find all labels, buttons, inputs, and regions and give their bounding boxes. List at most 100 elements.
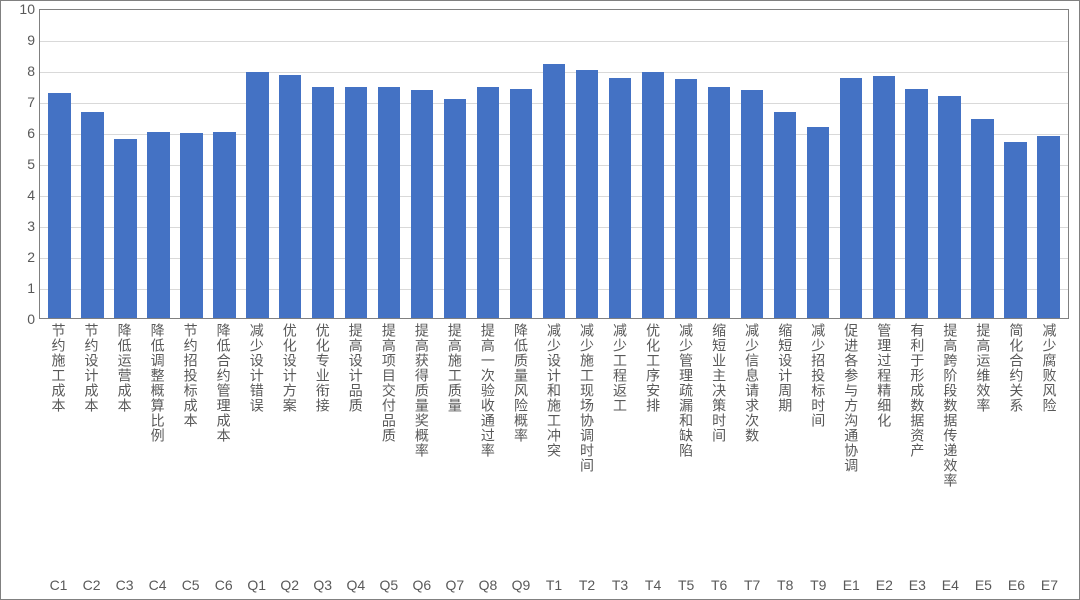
bar-slot [1032,10,1065,318]
x-label-slot: 节约招投标成本 [174,323,207,488]
bar-slot [669,10,702,318]
bar [48,93,70,318]
x-code: T7 [736,577,769,593]
bar-slot [768,10,801,318]
x-label: 降低合约管理成本 [217,323,231,488]
x-label: 提高跨阶段数据传递效率 [943,323,957,488]
bar-chart: 012345678910 节约施工成本节约设计成本降低运营成本降低调整概算比例节… [0,0,1080,600]
bar [971,119,993,318]
x-code: T5 [670,577,703,593]
bar-slot [307,10,340,318]
bar [180,133,202,318]
x-code: Q2 [273,577,306,593]
bar [114,139,136,318]
bar [279,75,301,318]
bar [576,70,598,318]
x-label: 缩短业主决策时间 [712,323,726,488]
x-label: 节约设计成本 [85,323,99,488]
x-code: T2 [571,577,604,593]
bar [774,112,796,318]
y-tick-label: 6 [1,125,35,141]
bars-container [40,10,1068,318]
x-label: 缩短设计周期 [778,323,792,488]
bar [477,87,499,318]
bar [708,87,730,318]
x-code: Q3 [306,577,339,593]
x-label-slot: 缩短业主决策时间 [703,323,736,488]
bar-slot [274,10,307,318]
x-label-slot: 提高一次验收通过率 [471,323,504,488]
x-label-slot: 节约施工成本 [42,323,75,488]
x-label: 提高施工质量 [448,323,462,488]
bar [873,76,895,318]
x-label: 促进各参与方沟通协调 [844,323,858,488]
x-code: T3 [604,577,637,593]
bar-slot [801,10,834,318]
x-code: C6 [207,577,240,593]
bar [938,96,960,318]
bar [345,87,367,318]
x-code: C5 [174,577,207,593]
x-label-slot: 优化设计方案 [273,323,306,488]
x-code: C1 [42,577,75,593]
x-code: E3 [901,577,934,593]
bar-slot [538,10,571,318]
bar [1004,142,1026,318]
y-tick-label: 8 [1,63,35,79]
bar-slot [142,10,175,318]
y-tick-label: 5 [1,156,35,172]
x-label-slot: 优化工序安排 [637,323,670,488]
bar-slot [373,10,406,318]
bar-slot [867,10,900,318]
x-label: 节约施工成本 [52,323,66,488]
bar-slot [175,10,208,318]
bar-slot [208,10,241,318]
y-tick-label: 4 [1,187,35,203]
bar-slot [439,10,472,318]
x-code: E4 [934,577,967,593]
x-label-slot: 减少设计和施工冲突 [537,323,570,488]
x-code: C4 [141,577,174,593]
y-tick-label: 9 [1,32,35,48]
bar [312,87,334,318]
bar-slot [603,10,636,318]
x-label-slot: 减少管理疏漏和缺陷 [670,323,703,488]
x-code: E6 [1000,577,1033,593]
x-label-slot: 减少腐败风险 [1033,323,1066,488]
bar [213,132,235,318]
bar [510,89,532,318]
bar-slot [966,10,999,318]
x-label: 减少工程返工 [613,323,627,488]
bar-slot [406,10,439,318]
x-code: E2 [868,577,901,593]
x-code: Q1 [240,577,273,593]
y-tick-label: 0 [1,311,35,327]
x-label-slot: 降低合约管理成本 [207,323,240,488]
bar-slot [999,10,1032,318]
bar [905,89,927,318]
x-label-slot: 优化专业衔接 [306,323,339,488]
x-label-slot: 提高设计品质 [339,323,372,488]
bar [642,72,664,318]
y-tick-label: 7 [1,94,35,110]
x-label: 简化合约关系 [1009,323,1023,488]
x-code: Q4 [339,577,372,593]
bar [81,112,103,318]
y-tick-label: 1 [1,280,35,296]
x-label: 提高设计品质 [349,323,363,488]
x-label: 降低质量风险概率 [514,323,528,488]
x-label: 降低调整概算比例 [151,323,165,488]
x-label: 节约招投标成本 [184,323,198,488]
x-code: Q8 [471,577,504,593]
x-label: 降低运营成本 [118,323,132,488]
bar-slot [900,10,933,318]
x-label-slot: 减少设计错误 [240,323,273,488]
y-tick-label: 3 [1,218,35,234]
x-code: E7 [1033,577,1066,593]
x-label-slot: 提高运维效率 [967,323,1000,488]
bar-slot [636,10,669,318]
y-tick-label: 2 [1,249,35,265]
bar-slot [735,10,768,318]
x-label: 减少信息请求次数 [745,323,759,488]
x-label: 提高运维效率 [976,323,990,488]
